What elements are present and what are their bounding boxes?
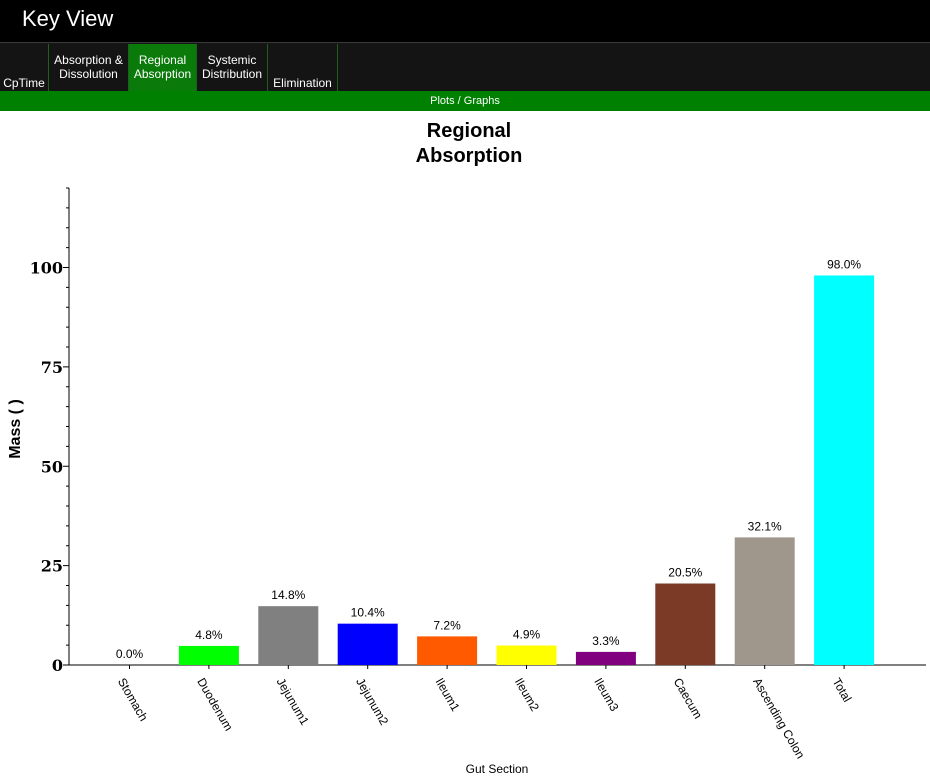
tab-label-line1: Regional: [138, 53, 187, 67]
title-bar: Key View: [0, 0, 930, 42]
data-label: 7.2%: [433, 618, 461, 632]
x-tick-label: Ascending Colon: [750, 676, 807, 762]
y-tick-label: 0: [52, 656, 63, 675]
y-axis-title: Mass ( ): [7, 399, 24, 459]
tab-regional-absorption[interactable]: Regional Absorption: [129, 44, 197, 91]
tab-label-line1: Absorption &: [54, 53, 123, 67]
tab-label-line1: Systemic: [207, 53, 257, 67]
x-tick-label: Duodenum: [194, 676, 235, 734]
data-label: 32.1%: [748, 519, 782, 533]
bars-group: [178, 275, 875, 665]
bar-ileum3: [575, 651, 636, 665]
x-tick-label: Jejunum1: [274, 676, 312, 728]
x-tick-label: Total: [830, 676, 855, 705]
y-tick-label: 25: [41, 557, 63, 576]
plots-graphs-header: Plots / Graphs: [0, 91, 930, 111]
x-tick-label: Ileum3: [591, 676, 621, 714]
data-label: 10.4%: [351, 606, 385, 620]
tab-label-line2: Dissolution: [59, 67, 118, 81]
tab-label: Elimination: [273, 76, 332, 90]
x-tick-label: Caecum: [671, 676, 705, 722]
bar-jejunum1: [258, 606, 319, 665]
y-axis-ticks: 0 25 50 75 100: [30, 187, 69, 675]
x-tick-label: Ileum1: [433, 676, 463, 714]
data-label: 0.0%: [116, 647, 144, 661]
tab-cptime[interactable]: CpTime: [0, 44, 49, 91]
x-axis-labels: Stomach Duodenum Jejunum1 Jejunum2 Ileum1 Ile…: [115, 665, 854, 761]
bar-ascending-colon: [734, 537, 795, 665]
tab-elimination[interactable]: Elimination: [268, 44, 338, 91]
tab-bar: CpTime Absorption & Dissolution Regional…: [0, 42, 930, 91]
regional-absorption-chart: Regional Absorption 0 25 50 75 100 0.0% 4.8% 1…: [7, 120, 926, 776]
data-label: 3.3%: [592, 634, 620, 648]
x-axis-title: Gut Section: [466, 762, 529, 776]
bar-duodenum: [178, 645, 239, 665]
data-label: 4.9%: [513, 628, 541, 642]
chart-title-line2: Absorption: [416, 145, 523, 167]
app-title: Key View: [22, 6, 114, 31]
bar-caecum: [655, 583, 716, 665]
tab-label: CpTime: [3, 76, 45, 90]
y-tick-label: 50: [41, 457, 63, 476]
data-label: 20.5%: [668, 566, 702, 580]
bar-total: [814, 275, 875, 665]
y-tick-label: 100: [30, 259, 63, 278]
tab-absorption-dissolution[interactable]: Absorption & Dissolution: [49, 44, 129, 91]
data-labels-group: 0.0% 4.8% 14.8% 10.4% 7.2% 4.9% 3.3% 20.5% 32.1%…: [116, 257, 862, 661]
y-tick-label: 75: [41, 358, 63, 377]
chart-title-line1: Regional: [427, 120, 511, 142]
x-tick-label: Ileum2: [512, 676, 542, 714]
data-label: 98.0%: [827, 257, 861, 271]
bar-ileum2: [496, 645, 557, 665]
x-tick-label: Stomach: [115, 676, 151, 724]
tab-systemic-distribution[interactable]: Systemic Distribution: [197, 44, 268, 91]
data-label: 4.8%: [195, 628, 223, 642]
bar-ileum1: [417, 636, 478, 665]
data-label: 14.8%: [271, 588, 305, 602]
bar-jejunum2: [337, 623, 398, 665]
x-tick-label: Jejunum2: [353, 676, 391, 728]
tab-label-line2: Absorption: [133, 67, 192, 81]
tab-label-line2: Distribution: [201, 67, 263, 81]
